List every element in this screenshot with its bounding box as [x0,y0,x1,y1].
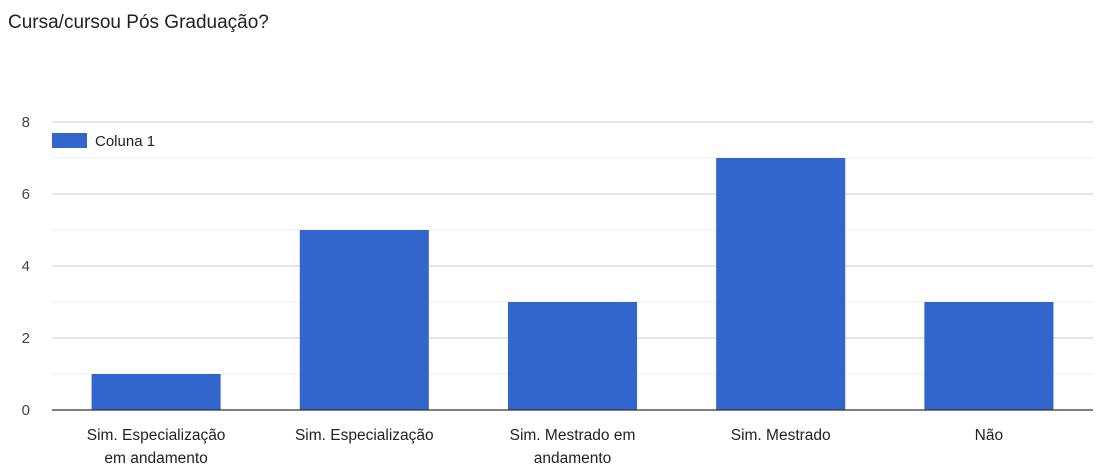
legend-label: Coluna 1 [95,133,155,150]
x-tick-label-line: andamento [534,450,612,464]
x-tick-label: Não [975,427,1003,444]
bar [924,302,1054,410]
bar [299,230,429,410]
x-tick-label: Sim. Mestrado [731,427,831,444]
x-tick-label-line: Sim. Mestrado [731,427,831,444]
bar [716,158,846,410]
y-tick-label: 4 [22,258,30,275]
legend-swatch [52,133,87,148]
y-tick-label: 2 [22,330,30,347]
bar [91,374,221,410]
x-tick-label-line: Sim. Especialização [87,427,226,444]
bar [507,302,638,410]
y-tick-label: 8 [22,114,30,131]
x-tick-label: Sim. Especialização em andamento [87,427,226,464]
x-tick-label-line: em andamento [104,450,207,464]
x-tick-label-line: Sim. Especialização [295,427,434,444]
x-tick-label-line: Não [975,427,1003,444]
y-tick-label: 6 [22,186,30,203]
x-tick-label: Sim. Especialização [295,427,434,444]
y-tick-label: 0 [22,402,30,419]
x-tick-label-line: Sim. Mestrado em [510,427,636,444]
chart-title: Cursa/cursou Pós Graduação? [8,12,269,33]
x-tick-label: Sim. Mestrado em andamento [510,427,636,464]
